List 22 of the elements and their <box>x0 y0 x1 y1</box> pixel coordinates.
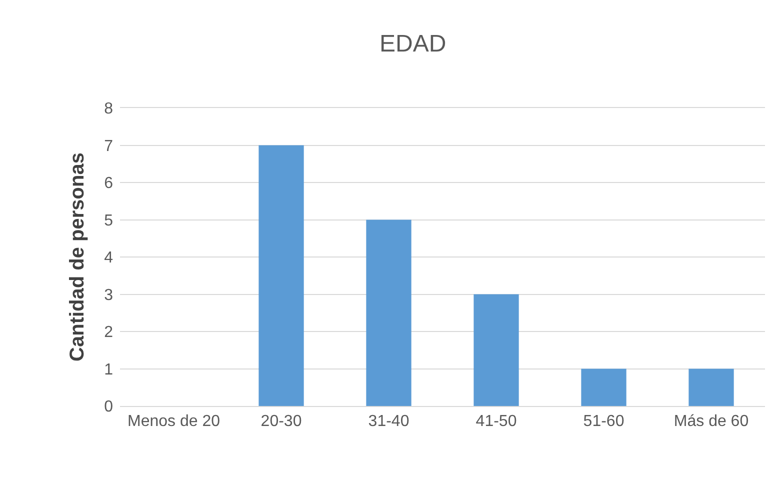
x-tick-label: Más de 60 <box>674 413 749 430</box>
y-tick-label: 6 <box>104 175 114 192</box>
bar <box>258 145 304 406</box>
y-tick-label: 5 <box>104 212 114 230</box>
y-tick-label: 1 <box>104 361 114 378</box>
y-tick-label: 0 <box>104 398 114 416</box>
y-tick-label: 8 <box>104 100 114 118</box>
y-tick-label: 2 <box>104 324 114 342</box>
x-tick-label: 20-30 <box>260 413 302 430</box>
y-tick-label: 3 <box>104 286 114 304</box>
x-tick-label: Menos de 20 <box>127 413 220 430</box>
bar <box>581 368 626 406</box>
chart-title: EDAD <box>380 30 446 58</box>
bar <box>688 368 734 406</box>
y-tick-label: 7 <box>104 138 114 155</box>
x-tick-label: 31-40 <box>368 413 410 430</box>
x-tick-label: 41-50 <box>476 413 517 430</box>
bar <box>474 294 519 406</box>
y-axis-title: Cantidad de personas <box>66 152 89 362</box>
x-tick-label: 51-60 <box>583 413 624 430</box>
y-tick-label: 4 <box>104 250 114 267</box>
bar <box>366 220 412 406</box>
